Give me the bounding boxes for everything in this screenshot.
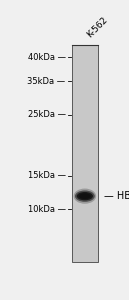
Text: K-562: K-562 <box>85 15 109 40</box>
Ellipse shape <box>74 189 96 204</box>
Bar <box>72 45 98 262</box>
Text: — HBE1: — HBE1 <box>104 191 129 201</box>
Ellipse shape <box>79 193 91 199</box>
Text: 35kDa —: 35kDa — <box>27 76 66 85</box>
Text: 40kDa —: 40kDa — <box>28 53 66 62</box>
Ellipse shape <box>75 190 95 202</box>
Text: 15kDa —: 15kDa — <box>28 171 66 180</box>
Text: 10kDa —: 10kDa — <box>28 205 66 214</box>
Ellipse shape <box>77 192 93 200</box>
Text: 25kDa —: 25kDa — <box>28 110 66 119</box>
